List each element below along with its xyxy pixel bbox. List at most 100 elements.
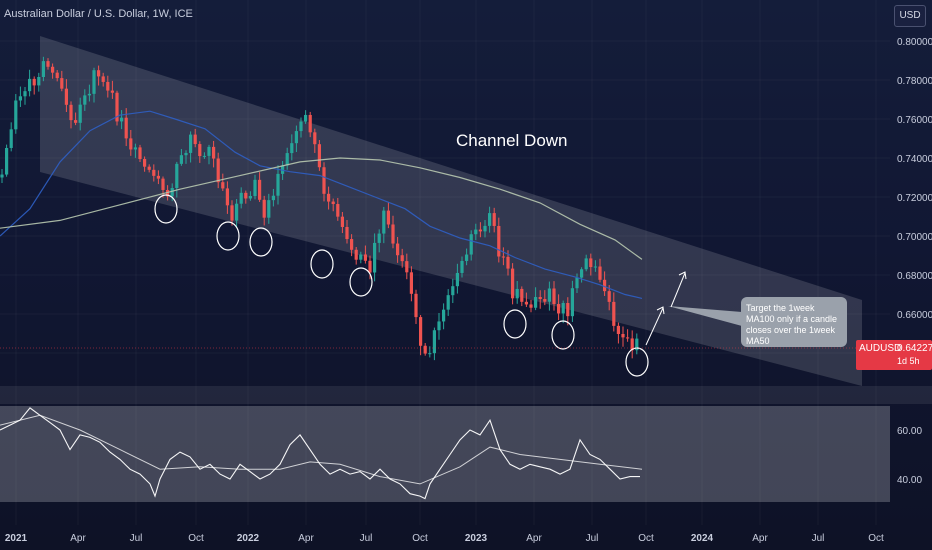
oscillator-band [0,406,890,502]
candle-body [391,224,395,244]
candle-body [616,325,620,334]
oscillator-tick-label: 40.00 [897,475,922,486]
y-axis-ticks: 0.80000 0.78000 0.76000 0.74000 0.72000 0.700… [897,37,932,360]
x-tick-label: 2024 [691,533,714,544]
candle-body [202,155,206,157]
candle-body [28,78,32,92]
candle-body [520,288,524,302]
candle-body [400,255,404,262]
candle-body [267,200,271,218]
x-tick-label: Oct [188,533,204,544]
candle-body [14,100,18,130]
oscillator-line [0,407,640,500]
candle-body [442,309,446,322]
candle-body [193,134,197,145]
candle-body [543,299,547,302]
candle-body [474,229,478,235]
candle-body [465,254,469,261]
candle-body [557,304,561,314]
x-tick-label: Apr [752,533,768,544]
candle-body [32,78,36,86]
projection-arrows [645,271,742,346]
channel-down-label: Channel Down [456,131,568,150]
support-circle [349,267,373,297]
support-circles [154,194,649,377]
support-circle [503,309,527,339]
x-axis-ticks: 2021 Apr Jul Oct 2022 Apr Jul Oct 2023 Apr Jul Oct 2… [5,533,884,544]
support-circle [216,221,240,251]
candle-body [152,169,156,176]
candle-body [294,131,298,144]
candle-body [386,210,390,225]
candle-body [538,297,542,300]
candle-body [446,295,450,310]
support-circle [625,347,649,377]
candle-body [166,189,170,197]
support-circle [310,249,334,279]
candle-body [74,120,78,123]
candle-body [23,91,27,97]
candle-body [626,337,630,339]
candle-body [221,182,225,189]
candle-body [60,78,64,89]
candle-body [635,338,639,351]
candle-body [317,144,321,168]
candle-body [37,77,41,86]
candle-body [276,173,280,196]
x-tick-label: Jul [586,533,599,544]
candle-body [580,269,584,278]
candle-body [589,258,593,268]
candle-body [405,261,409,273]
candle-body [451,286,455,296]
target-note: Target the 1week MA100 only if a candle … [741,297,847,347]
candle-body [331,201,335,205]
candlestick-series [0,56,639,361]
candle-body [552,288,556,305]
arrow-up-1 [645,306,665,346]
candle-body [593,266,597,268]
candle-body [561,303,565,314]
candle-body [198,144,202,157]
candle-body [607,291,611,302]
x-tick-label: 2022 [237,533,260,544]
candle-body [179,155,183,164]
chart-title: Australian Dollar / U.S. Dollar, 1W, ICE [4,8,193,20]
candle-body [368,260,372,273]
candle-body [529,304,533,308]
candle-body [258,179,262,200]
y-tick-label: 0.74000 [897,154,932,165]
candle-body [189,134,193,153]
candle-body [511,268,515,299]
y-tick-label: 0.72000 [897,193,932,204]
candle-body [239,192,243,204]
support-circle [154,194,178,224]
candle-body [262,199,266,218]
candle-body [575,277,579,289]
x-tick-label: 2021 [5,533,28,544]
candle-body [156,175,160,179]
candle-body [547,288,551,302]
candle-body [340,216,344,227]
y-tick-label: 0.66000 [897,310,932,321]
candle-body [143,159,147,167]
currency-button[interactable]: USD [894,5,926,27]
candle-body [630,338,634,351]
candle-body [175,163,179,188]
candle-body [432,330,436,354]
candle-body [120,117,124,122]
note-pointer [668,306,742,326]
candle-body [46,61,50,67]
candle-body [497,225,501,257]
candle-body [598,266,602,280]
separator-band [0,386,932,404]
channel-down-band [40,36,862,386]
candle-body [488,213,492,226]
candle-body [377,233,381,243]
candle-body [230,205,234,221]
candle-body [271,195,275,201]
candle-body [110,90,114,93]
candle-body [281,165,285,174]
candle-body [51,66,55,73]
candle-body [570,288,574,317]
